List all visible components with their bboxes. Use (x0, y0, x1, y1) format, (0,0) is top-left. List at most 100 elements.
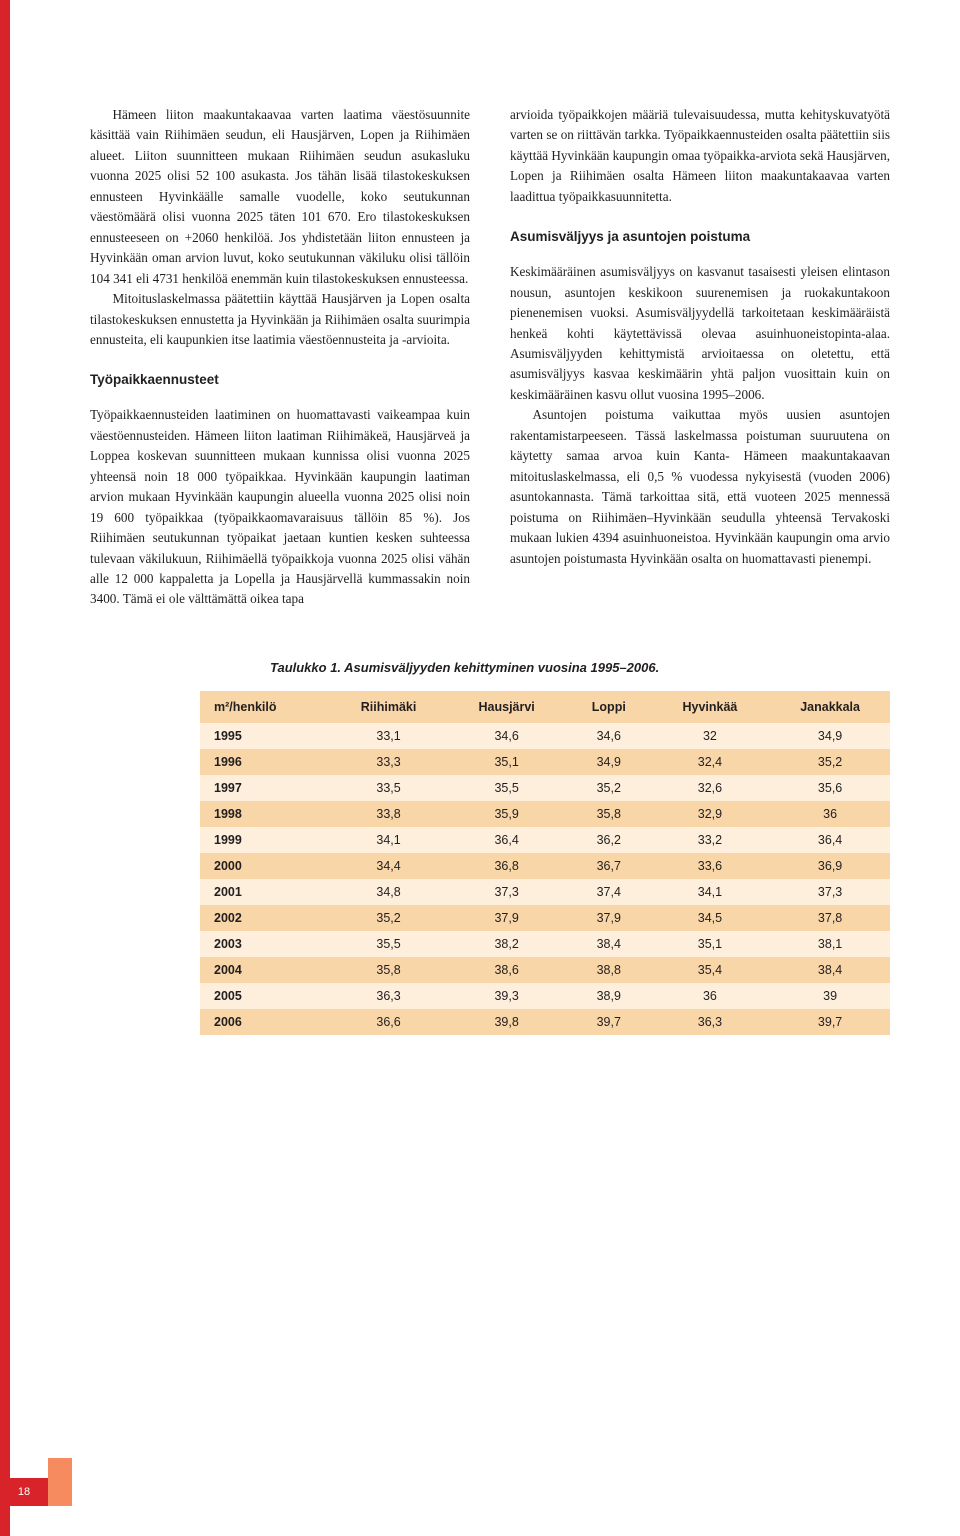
table-cell: 36,4 (445, 827, 564, 853)
table-cell: 36,4 (766, 827, 890, 853)
table-header: m²/henkilö (200, 691, 328, 723)
table-cell: 35,2 (328, 905, 446, 931)
right-column: arvioida työpaikkojen määriä tulevaisuud… (510, 105, 890, 610)
table-cell: 35,2 (766, 749, 890, 775)
table-row: 199633,335,134,932,435,2 (200, 749, 890, 775)
table-cell: 35,5 (445, 775, 564, 801)
table-cell: 33,1 (328, 723, 446, 749)
table-cell: 38,2 (445, 931, 564, 957)
table-cell: 36 (766, 801, 890, 827)
table-row: 200034,436,836,733,636,9 (200, 853, 890, 879)
asumisvaljyys-table: m²/henkilö Riihimäki Hausjärvi Loppi Hyv… (200, 691, 890, 1035)
page-number: 18 (18, 1486, 30, 1498)
table-year-cell: 2001 (200, 879, 328, 905)
table-row: 199833,835,935,832,936 (200, 801, 890, 827)
page-number-box: 18 (0, 1478, 48, 1506)
table-cell: 34,6 (564, 723, 650, 749)
table-cell: 34,8 (328, 879, 446, 905)
table-cell: 38,6 (445, 957, 564, 983)
left-accent-strip (0, 0, 10, 1536)
table-cell: 33,8 (328, 801, 446, 827)
table-cell: 38,8 (564, 957, 650, 983)
table-row: 200435,838,638,835,438,4 (200, 957, 890, 983)
heading-asumisvaljyys: Asumisväljyys ja asuntojen poistuma (510, 227, 890, 248)
table-cell: 37,3 (766, 879, 890, 905)
table-header: Janakkala (766, 691, 890, 723)
table-cell: 37,9 (564, 905, 650, 931)
table-cell: 38,4 (766, 957, 890, 983)
table-header: Riihimäki (328, 691, 446, 723)
table-cell: 35,6 (766, 775, 890, 801)
text-columns: Hämeen liiton maakuntakaavaa varten laat… (90, 105, 890, 610)
table-cell: 32,6 (650, 775, 767, 801)
table-year-cell: 1995 (200, 723, 328, 749)
paragraph: Hämeen liiton maakuntakaavaa varten laat… (90, 105, 470, 289)
table-row: 200235,237,937,934,537,8 (200, 905, 890, 931)
table-container: m²/henkilö Riihimäki Hausjärvi Loppi Hyv… (200, 691, 890, 1035)
table-cell: 37,9 (445, 905, 564, 931)
table-year-cell: 1999 (200, 827, 328, 853)
table-year-cell: 2000 (200, 853, 328, 879)
table-cell: 37,4 (564, 879, 650, 905)
table-cell: 34,1 (328, 827, 446, 853)
table-cell: 39,3 (445, 983, 564, 1009)
paragraph: Mitoituslaskelmassa päätettiin käyttää H… (90, 289, 470, 350)
table-year-cell: 1997 (200, 775, 328, 801)
table-row: 199934,136,436,233,236,4 (200, 827, 890, 853)
table-cell: 36,8 (445, 853, 564, 879)
table-cell: 36,7 (564, 853, 650, 879)
table-cell: 35,9 (445, 801, 564, 827)
table-cell: 34,9 (564, 749, 650, 775)
table-cell: 35,8 (564, 801, 650, 827)
table-header: Hausjärvi (445, 691, 564, 723)
table-cell: 36 (650, 983, 767, 1009)
table-cell: 35,8 (328, 957, 446, 983)
paragraph: Keskimääräinen asumisväljyys on kasvanut… (510, 262, 890, 405)
table-cell: 34,9 (766, 723, 890, 749)
table-row: 200134,837,337,434,137,3 (200, 879, 890, 905)
table-row: 200636,639,839,736,339,7 (200, 1009, 890, 1035)
table-year-cell: 2005 (200, 983, 328, 1009)
table-cell: 36,3 (650, 1009, 767, 1035)
table-cell: 33,5 (328, 775, 446, 801)
table-cell: 32 (650, 723, 767, 749)
table-cell: 38,1 (766, 931, 890, 957)
table-cell: 34,4 (328, 853, 446, 879)
table-year-cell: 2003 (200, 931, 328, 957)
table-cell: 33,3 (328, 749, 446, 775)
table-year-cell: 2006 (200, 1009, 328, 1035)
table-cell: 36,6 (328, 1009, 446, 1035)
page: Hämeen liiton maakuntakaavaa varten laat… (0, 0, 960, 1536)
heading-tyopaikkaennusteet: Työpaikkaennusteet (90, 370, 470, 391)
table-cell: 34,5 (650, 905, 767, 931)
table-year-cell: 1996 (200, 749, 328, 775)
table-cell: 35,5 (328, 931, 446, 957)
table-row: 199533,134,634,63234,9 (200, 723, 890, 749)
table-cell: 35,2 (564, 775, 650, 801)
table-cell: 36,3 (328, 983, 446, 1009)
paragraph: Työpaikkaennusteiden laatiminen on huoma… (90, 405, 470, 610)
page-footer: 18 (0, 1458, 72, 1506)
table-cell: 39,7 (766, 1009, 890, 1035)
paragraph: arvioida työpaikkojen määriä tulevaisuud… (510, 105, 890, 207)
table-cell: 38,9 (564, 983, 650, 1009)
table-cell: 32,9 (650, 801, 767, 827)
table-row: 199733,535,535,232,635,6 (200, 775, 890, 801)
table-cell: 36,9 (766, 853, 890, 879)
table-cell: 33,6 (650, 853, 767, 879)
table-cell: 35,1 (445, 749, 564, 775)
table-row: 200335,538,238,435,138,1 (200, 931, 890, 957)
table-cell: 34,6 (445, 723, 564, 749)
table-cell: 37,3 (445, 879, 564, 905)
table-caption: Taulukko 1. Asumisväljyyden kehittyminen… (270, 660, 890, 675)
table-header: Loppi (564, 691, 650, 723)
table-cell: 36,2 (564, 827, 650, 853)
table-cell: 37,8 (766, 905, 890, 931)
table-cell: 38,4 (564, 931, 650, 957)
table-cell: 33,2 (650, 827, 767, 853)
table-cell: 39,7 (564, 1009, 650, 1035)
table-cell: 35,1 (650, 931, 767, 957)
table-cell: 34,1 (650, 879, 767, 905)
footer-orange-block (48, 1458, 72, 1506)
table-header: Hyvinkää (650, 691, 767, 723)
